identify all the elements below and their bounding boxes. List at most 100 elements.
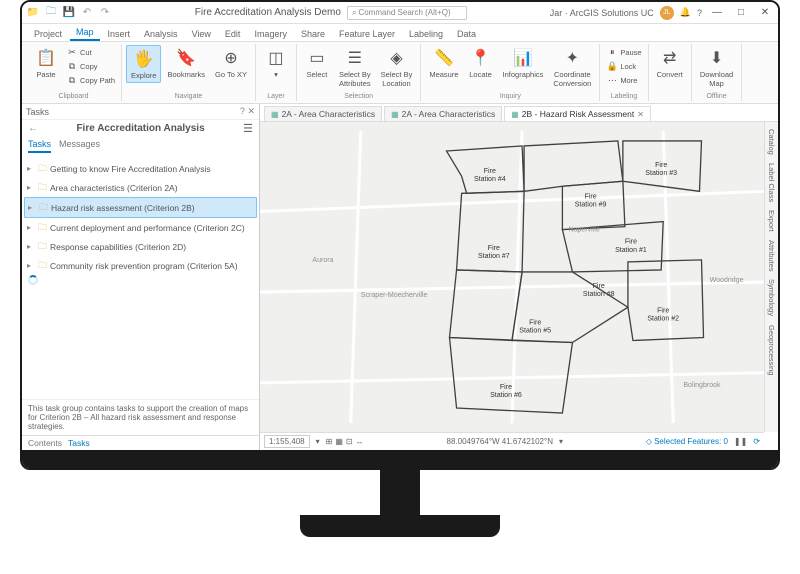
bottom-tab-contents[interactable]: Contents: [28, 438, 62, 448]
ribbon-tab-feature-layer[interactable]: Feature Layer: [333, 27, 401, 41]
select-button[interactable]: ▭ Select: [301, 45, 333, 81]
save-icon[interactable]: 💾: [62, 6, 76, 20]
pane-header-label: Tasks: [26, 107, 49, 117]
side-tab-export[interactable]: Export: [766, 207, 777, 235]
pane-help-icon[interactable]: ?: [240, 106, 245, 116]
pause-labeling-button[interactable]: ⏸Pause: [604, 45, 643, 59]
correction-icon[interactable]: ↔: [356, 437, 364, 446]
measure-icon: 📏: [433, 47, 455, 69]
avatar[interactable]: JL: [660, 6, 674, 20]
pause-icon: ⏸: [606, 46, 618, 58]
minimize-button[interactable]: —: [708, 6, 726, 20]
close-tab-icon[interactable]: ✕: [637, 110, 644, 119]
convert-button[interactable]: ⇄Convert: [653, 45, 687, 81]
pane-close-icon[interactable]: ✕: [247, 106, 255, 116]
explore-icon: 🖐: [133, 48, 155, 70]
notifications-icon[interactable]: 🔔: [680, 7, 691, 18]
coord-dropdown-icon[interactable]: ▾: [559, 437, 563, 446]
expand-icon[interactable]: ▸: [27, 223, 35, 232]
map-tab[interactable]: ▦2A - Area Characteristics: [264, 106, 382, 121]
pause-draw-icon[interactable]: ❚❚: [734, 437, 747, 446]
ribbon-tab-edit[interactable]: Edit: [219, 27, 247, 41]
expand-icon[interactable]: ▸: [27, 164, 35, 173]
user-name[interactable]: Jar · ArcGIS Solutions UC: [550, 8, 654, 18]
layer-button[interactable]: ◫ ▾: [260, 45, 292, 81]
copy-path-button[interactable]: ⧉Copy Path: [64, 73, 117, 87]
expand-icon[interactable]: ▸: [27, 242, 35, 251]
grid-icon[interactable]: ▦: [335, 437, 343, 446]
infographics-button[interactable]: 📊Infographics: [499, 45, 548, 81]
map-tab-label: 2B - Hazard Risk Assessment: [522, 109, 634, 119]
selected-features[interactable]: ◇Selected Features: 0: [646, 437, 728, 446]
ribbon-tab-view[interactable]: View: [186, 27, 217, 41]
constraints-icon[interactable]: ⊡: [346, 437, 353, 446]
group-label-layer: Layer: [260, 92, 292, 100]
explore-button[interactable]: 🖐 Explore: [126, 45, 161, 83]
select-by-attributes-button[interactable]: ☰ Select By Attributes: [335, 45, 375, 90]
side-tab-symbology[interactable]: Symbology: [766, 276, 777, 319]
task-item[interactable]: ▸🗀Getting to know Fire Accreditation Ana…: [24, 159, 257, 178]
locate-button[interactable]: 📍Locate: [465, 45, 497, 81]
map-tab[interactable]: ▦2A - Area Characteristics: [384, 106, 502, 121]
side-tab-label-class[interactable]: Label Class: [766, 160, 777, 205]
undo-icon[interactable]: ↶: [80, 6, 94, 20]
paste-button[interactable]: 📋 Paste: [30, 45, 62, 81]
refresh-icon[interactable]: ⟳: [753, 437, 760, 446]
task-label: Hazard risk assessment (Criterion 2B): [51, 203, 195, 213]
side-tab-geoprocessing[interactable]: Geoprocessing: [766, 322, 777, 378]
expand-icon[interactable]: ▸: [28, 203, 36, 212]
task-item[interactable]: ▸🗀Current deployment and performance (Cr…: [24, 218, 257, 237]
maximize-button[interactable]: □: [732, 6, 750, 20]
select-icon: ▭: [306, 47, 328, 69]
scale-dropdown-icon[interactable]: ▾: [316, 437, 320, 446]
coord-conversion-button[interactable]: ✦Coordinate Conversion: [549, 45, 595, 90]
more-labeling-button[interactable]: ⋯More: [604, 73, 643, 87]
command-search-input[interactable]: ⌕ Command Search (Alt+Q): [347, 6, 467, 20]
task-item[interactable]: ▸🗀Hazard risk assessment (Criterion 2B): [24, 197, 257, 218]
go-to-xy-button[interactable]: ⊕ Go To XY: [211, 45, 251, 81]
new-project-icon[interactable]: 📁: [26, 6, 40, 20]
side-tab-attributes[interactable]: Attributes: [766, 237, 777, 275]
measure-button[interactable]: 📏Measure: [425, 45, 462, 81]
back-icon[interactable]: ←: [28, 123, 38, 134]
task-item[interactable]: ▸🗀Area characteristics (Criterion 2A): [24, 178, 257, 197]
download-map-button[interactable]: ⬇Download Map: [696, 45, 737, 90]
task-description: This task group contains tasks to suppor…: [22, 399, 259, 435]
sub-tab-tasks[interactable]: Tasks: [28, 139, 51, 153]
ribbon-tab-map[interactable]: Map: [70, 25, 100, 41]
ribbon-tab-imagery[interactable]: Imagery: [248, 27, 293, 41]
map-view-tabs: ▦2A - Area Characteristics▦2A - Area Cha…: [260, 104, 778, 122]
ribbon-tab-analysis[interactable]: Analysis: [138, 27, 184, 41]
expand-icon[interactable]: ▸: [27, 261, 35, 270]
group-label-clipboard: Clipboard: [30, 92, 117, 100]
select-by-loc-icon: ◈: [385, 47, 407, 69]
open-icon[interactable]: 🗀: [44, 6, 58, 20]
select-by-location-button[interactable]: ◈ Select By Location: [377, 45, 417, 90]
snap-icon[interactable]: ⊞: [326, 437, 333, 446]
task-item[interactable]: ▸🗀Response capabilities (Criterion 2D): [24, 237, 257, 256]
redo-icon[interactable]: ↷: [98, 6, 112, 20]
map-canvas[interactable]: FireStation #3FireStation #4FireStation …: [260, 122, 764, 432]
ribbon-tab-share[interactable]: Share: [295, 27, 331, 41]
station-label: Fire: [655, 162, 667, 169]
ribbon-tab-insert[interactable]: Insert: [102, 27, 137, 41]
cut-button[interactable]: ✂Cut: [64, 45, 117, 59]
ribbon-tab-project[interactable]: Project: [28, 27, 68, 41]
lock-labeling-button[interactable]: 🔒Lock: [604, 59, 643, 73]
task-list: ▸🗀Getting to know Fire Accreditation Ana…: [22, 155, 259, 271]
bookmarks-button[interactable]: 🔖 Bookmarks: [163, 45, 209, 81]
help-icon[interactable]: ?: [697, 8, 702, 18]
sub-tab-messages[interactable]: Messages: [59, 139, 100, 153]
task-item[interactable]: ▸🗀Community risk prevention program (Cri…: [24, 256, 257, 271]
copy-button[interactable]: ⧉Copy: [64, 59, 117, 73]
map-tab[interactable]: ▦2B - Hazard Risk Assessment✕: [504, 106, 651, 121]
bottom-tab-tasks[interactable]: Tasks: [68, 438, 90, 448]
scale-display[interactable]: 1:155,408: [264, 435, 310, 448]
expand-icon[interactable]: ▸: [27, 183, 35, 192]
ribbon-tab-data[interactable]: Data: [451, 27, 482, 41]
ribbon-tab-labeling[interactable]: Labeling: [403, 27, 449, 41]
menu-icon[interactable]: ☰: [243, 122, 253, 135]
side-tab-catalog[interactable]: Catalog: [766, 126, 777, 158]
close-button[interactable]: ✕: [756, 6, 774, 20]
station-label: Station #2: [647, 315, 679, 322]
